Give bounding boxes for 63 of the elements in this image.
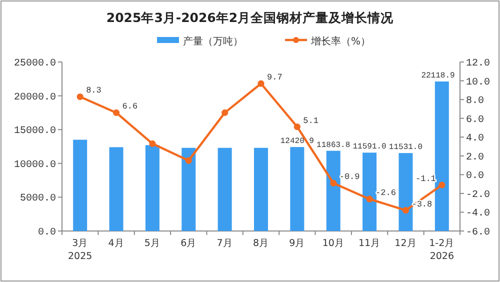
y2-tick-label: 8.0 bbox=[466, 96, 484, 108]
x-tick-label: 4月 bbox=[108, 238, 124, 249]
y2-tick-label: -6.0 bbox=[466, 228, 490, 238]
bar bbox=[218, 148, 232, 231]
x-tick-label: 7月 bbox=[216, 238, 233, 249]
data-label: 22118.9 bbox=[421, 71, 455, 80]
data-label: 6.6 bbox=[122, 102, 138, 112]
x-tick-label: 8月 bbox=[252, 238, 270, 249]
bar bbox=[362, 152, 377, 231]
y-tick-label: 5000.0 bbox=[20, 194, 56, 205]
bar bbox=[434, 81, 449, 231]
y2-tick-label: -4.0 bbox=[466, 208, 490, 220]
data-label: 11531.0 bbox=[388, 143, 423, 152]
y-tick-label: 15000.0 bbox=[14, 126, 56, 138]
y2-tick-label: 12.0 bbox=[466, 58, 490, 70]
y2-tick-label: -2.0 bbox=[466, 190, 490, 201]
data-label: 11591.0 bbox=[352, 142, 387, 152]
data-label: -3.8 bbox=[412, 199, 432, 210]
y-tick-label: 20000.0 bbox=[14, 92, 56, 104]
y-tick-label: 10000.0 bbox=[14, 160, 56, 171]
bar bbox=[182, 148, 196, 231]
bar bbox=[254, 148, 268, 231]
bar bbox=[109, 147, 124, 231]
x-tick-label: 1-2月 2026 bbox=[429, 238, 455, 262]
data-label: -2.6 bbox=[376, 188, 396, 198]
x-tick-label: 9月 bbox=[289, 238, 306, 249]
y2-tick-label: 6.0 bbox=[466, 114, 484, 126]
y2-tick-label: 2.0 bbox=[466, 152, 484, 164]
y2-tick-label: 10.0 bbox=[466, 77, 490, 88]
bar bbox=[73, 140, 88, 231]
y2-tick-label: 0.0 bbox=[466, 171, 484, 182]
bar bbox=[398, 153, 413, 231]
point bbox=[76, 93, 84, 100]
data-label: 11863.8 bbox=[316, 140, 350, 150]
x-tick-label: 6月 bbox=[180, 238, 197, 249]
data-label: 8.3 bbox=[86, 86, 102, 96]
data-label: 5.1 bbox=[303, 116, 318, 126]
point bbox=[222, 109, 228, 116]
data-label: -0.9 bbox=[339, 172, 360, 182]
x-tick-label: 10月 bbox=[322, 238, 344, 249]
bar bbox=[326, 150, 340, 231]
bar bbox=[145, 145, 160, 231]
x-tick-label: 12月 bbox=[394, 238, 417, 249]
chart-title: 2025年3月-2026年2月全国钢材产量及增长情况 bbox=[106, 10, 395, 25]
y-tick-label: 25000.0 bbox=[14, 58, 56, 70]
point bbox=[258, 80, 264, 87]
point bbox=[294, 123, 300, 130]
data-label: 9.7 bbox=[267, 72, 282, 83]
point bbox=[438, 182, 446, 188]
x-tick-label: 11月 bbox=[358, 238, 381, 249]
point bbox=[402, 207, 410, 214]
y2-tick-label: 4.0 bbox=[466, 134, 484, 145]
point bbox=[149, 140, 156, 147]
legend-label: 产量（万吨） bbox=[183, 36, 243, 48]
y-tick-label: 0.0 bbox=[38, 228, 56, 238]
point bbox=[112, 109, 120, 116]
x-tick-label: 5月 bbox=[144, 238, 160, 249]
point bbox=[330, 180, 337, 186]
legend-label: 增长率（%） bbox=[310, 36, 371, 48]
point bbox=[185, 157, 192, 164]
point bbox=[366, 196, 373, 202]
bar bbox=[290, 147, 304, 231]
x-tick-label: 3月 2025 bbox=[68, 238, 92, 262]
